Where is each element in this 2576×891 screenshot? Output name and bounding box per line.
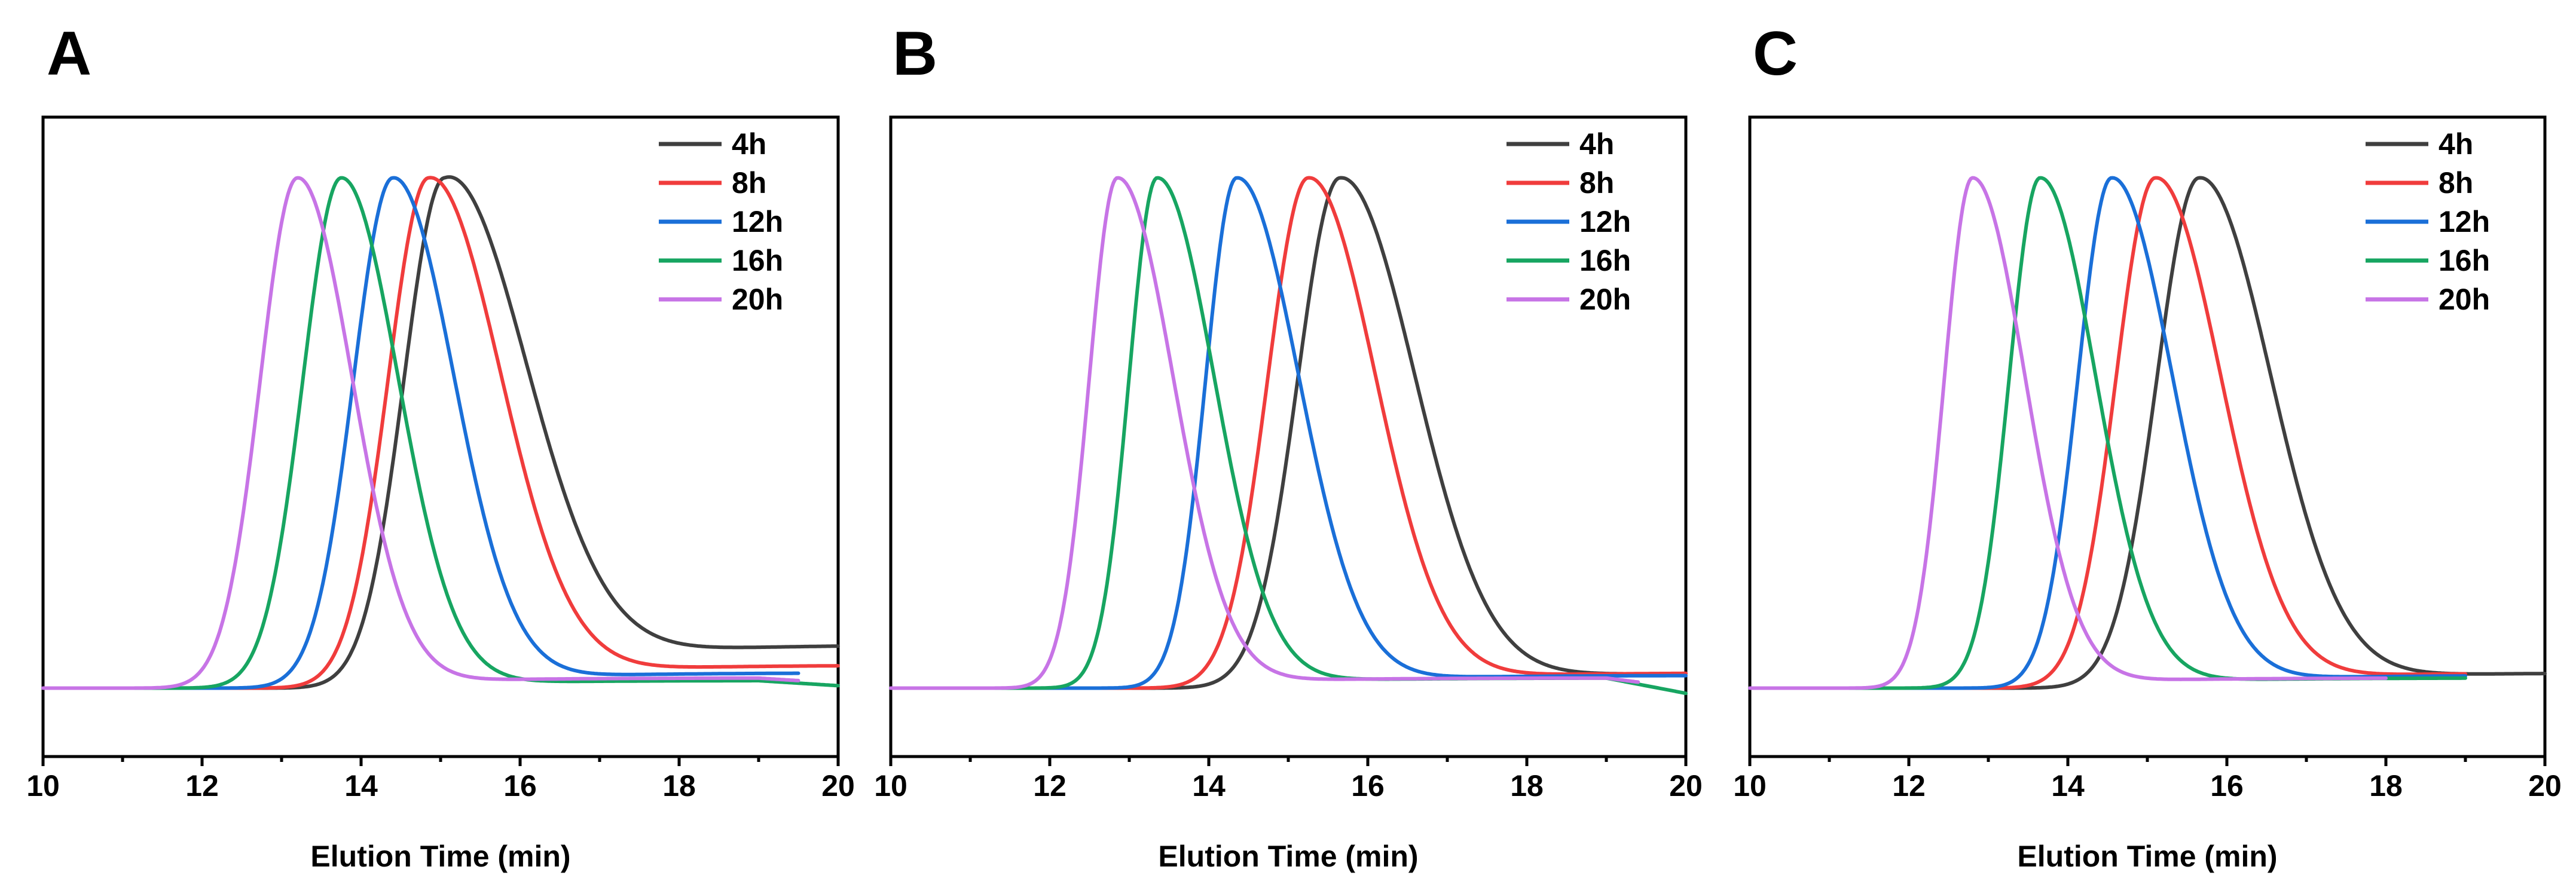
panel-b-series-8h <box>889 176 1688 690</box>
panel-c-curves <box>1748 176 2547 690</box>
panel-c-x-tick-label: 20 <box>2528 769 2562 803</box>
panel-a-series-8h <box>41 176 840 690</box>
panel-b-x-tick-label: 20 <box>1669 769 1703 803</box>
panel-c-ticks: 10 12 14 16 18 20 <box>1733 757 2562 803</box>
panel-b-x-tick-label: 18 <box>1510 769 1544 803</box>
panel-b-legend-label-16h: 16h <box>1579 244 1631 277</box>
panel-a-letter: A <box>47 19 91 88</box>
panel-a-x-axis-title: Elution Time (min) <box>310 840 570 873</box>
panel-b-letter: B <box>893 19 937 88</box>
panel-b-x-tick-label: 12 <box>1033 769 1067 803</box>
panel-a-curves <box>41 175 840 690</box>
panel-a-x-tick-label: 18 <box>662 769 696 803</box>
panel-c-legend-label-16h: 16h <box>2439 244 2490 277</box>
panel-c-series-16h <box>1748 176 2467 690</box>
panel-b-legend-label-20h: 20h <box>1579 283 1631 316</box>
panel-a-x-tick-label: 10 <box>26 769 60 803</box>
panel-b-x-axis-title: Elution Time (min) <box>1158 840 1418 873</box>
panel-b-series-4h <box>889 176 1688 690</box>
panel-a-legend-label-20h: 20h <box>732 283 783 316</box>
panel-c-legend: 4h 8h 12h 16h 20h <box>2366 127 2490 316</box>
panel-b-x-tick-label: 14 <box>1192 769 1226 803</box>
panel-c-legend-label-20h: 20h <box>2439 283 2490 316</box>
panel-a-legend-label-4h: 4h <box>732 127 766 161</box>
panel-a-x-tick-label: 14 <box>344 769 378 803</box>
panel-a-series-4h <box>41 175 840 690</box>
panel-a-x-tick-label: 20 <box>821 769 855 803</box>
panel-b-legend-label-12h: 12h <box>1579 205 1631 238</box>
panel-c-x-axis-title: Elution Time (min) <box>2017 840 2277 873</box>
panel-a: A 10 12 14 16 18 20 4h 8h 12h 16h 20h Elution Tim… <box>26 19 855 873</box>
panel-b-x-tick-label: 10 <box>874 769 907 803</box>
panel-a-legend-label-8h: 8h <box>732 166 766 200</box>
panel-a-series-16h <box>41 176 840 690</box>
panel-c-legend-label-4h: 4h <box>2439 127 2473 161</box>
panel-a-frame <box>41 115 840 758</box>
panel-b-x-tick-label: 16 <box>1351 769 1385 803</box>
panel-b-ticks: 10 12 14 16 18 20 <box>874 757 1703 803</box>
panel-c-x-tick-label: 18 <box>2369 769 2403 803</box>
panel-b-legend-label-8h: 8h <box>1579 166 1614 200</box>
panel-c-series-20h <box>1748 176 2388 690</box>
panel-a-legend: 4h 8h 12h 16h 20h <box>659 127 783 316</box>
panel-a-x-tick-label: 12 <box>185 769 219 803</box>
panel-a-legend-label-16h: 16h <box>732 244 783 277</box>
panel-b-curves <box>889 176 1688 696</box>
panel-c: C 10 12 14 16 18 20 4h 8h 12h 16h 20h Elution Tim… <box>1733 19 2562 873</box>
panel-c-legend-label-12h: 12h <box>2439 205 2490 238</box>
panel-b-series-20h <box>889 176 1640 690</box>
panel-a-legend-label-12h: 12h <box>732 205 783 238</box>
panel-c-x-tick-label: 14 <box>2051 769 2085 803</box>
panel-c-x-tick-label: 10 <box>1733 769 1767 803</box>
panel-c-x-tick-label: 16 <box>2210 769 2244 803</box>
panel-a-x-tick-label: 16 <box>503 769 537 803</box>
panel-c-legend-label-8h: 8h <box>2439 166 2473 200</box>
panel-b: B 10 12 14 16 18 20 4h 8h 12h 16h 20h Elution Tim… <box>874 19 1703 873</box>
panel-c-x-tick-label: 12 <box>1892 769 1926 803</box>
panel-c-letter: C <box>1753 19 1798 88</box>
panel-b-legend: 4h 8h 12h 16h 20h <box>1507 127 1631 316</box>
panel-b-series-12h <box>889 176 1688 690</box>
panel-a-ticks: 10 12 14 16 18 20 <box>26 757 855 803</box>
panel-a-series-20h <box>41 176 800 690</box>
panel-b-legend-label-4h: 4h <box>1579 127 1614 161</box>
